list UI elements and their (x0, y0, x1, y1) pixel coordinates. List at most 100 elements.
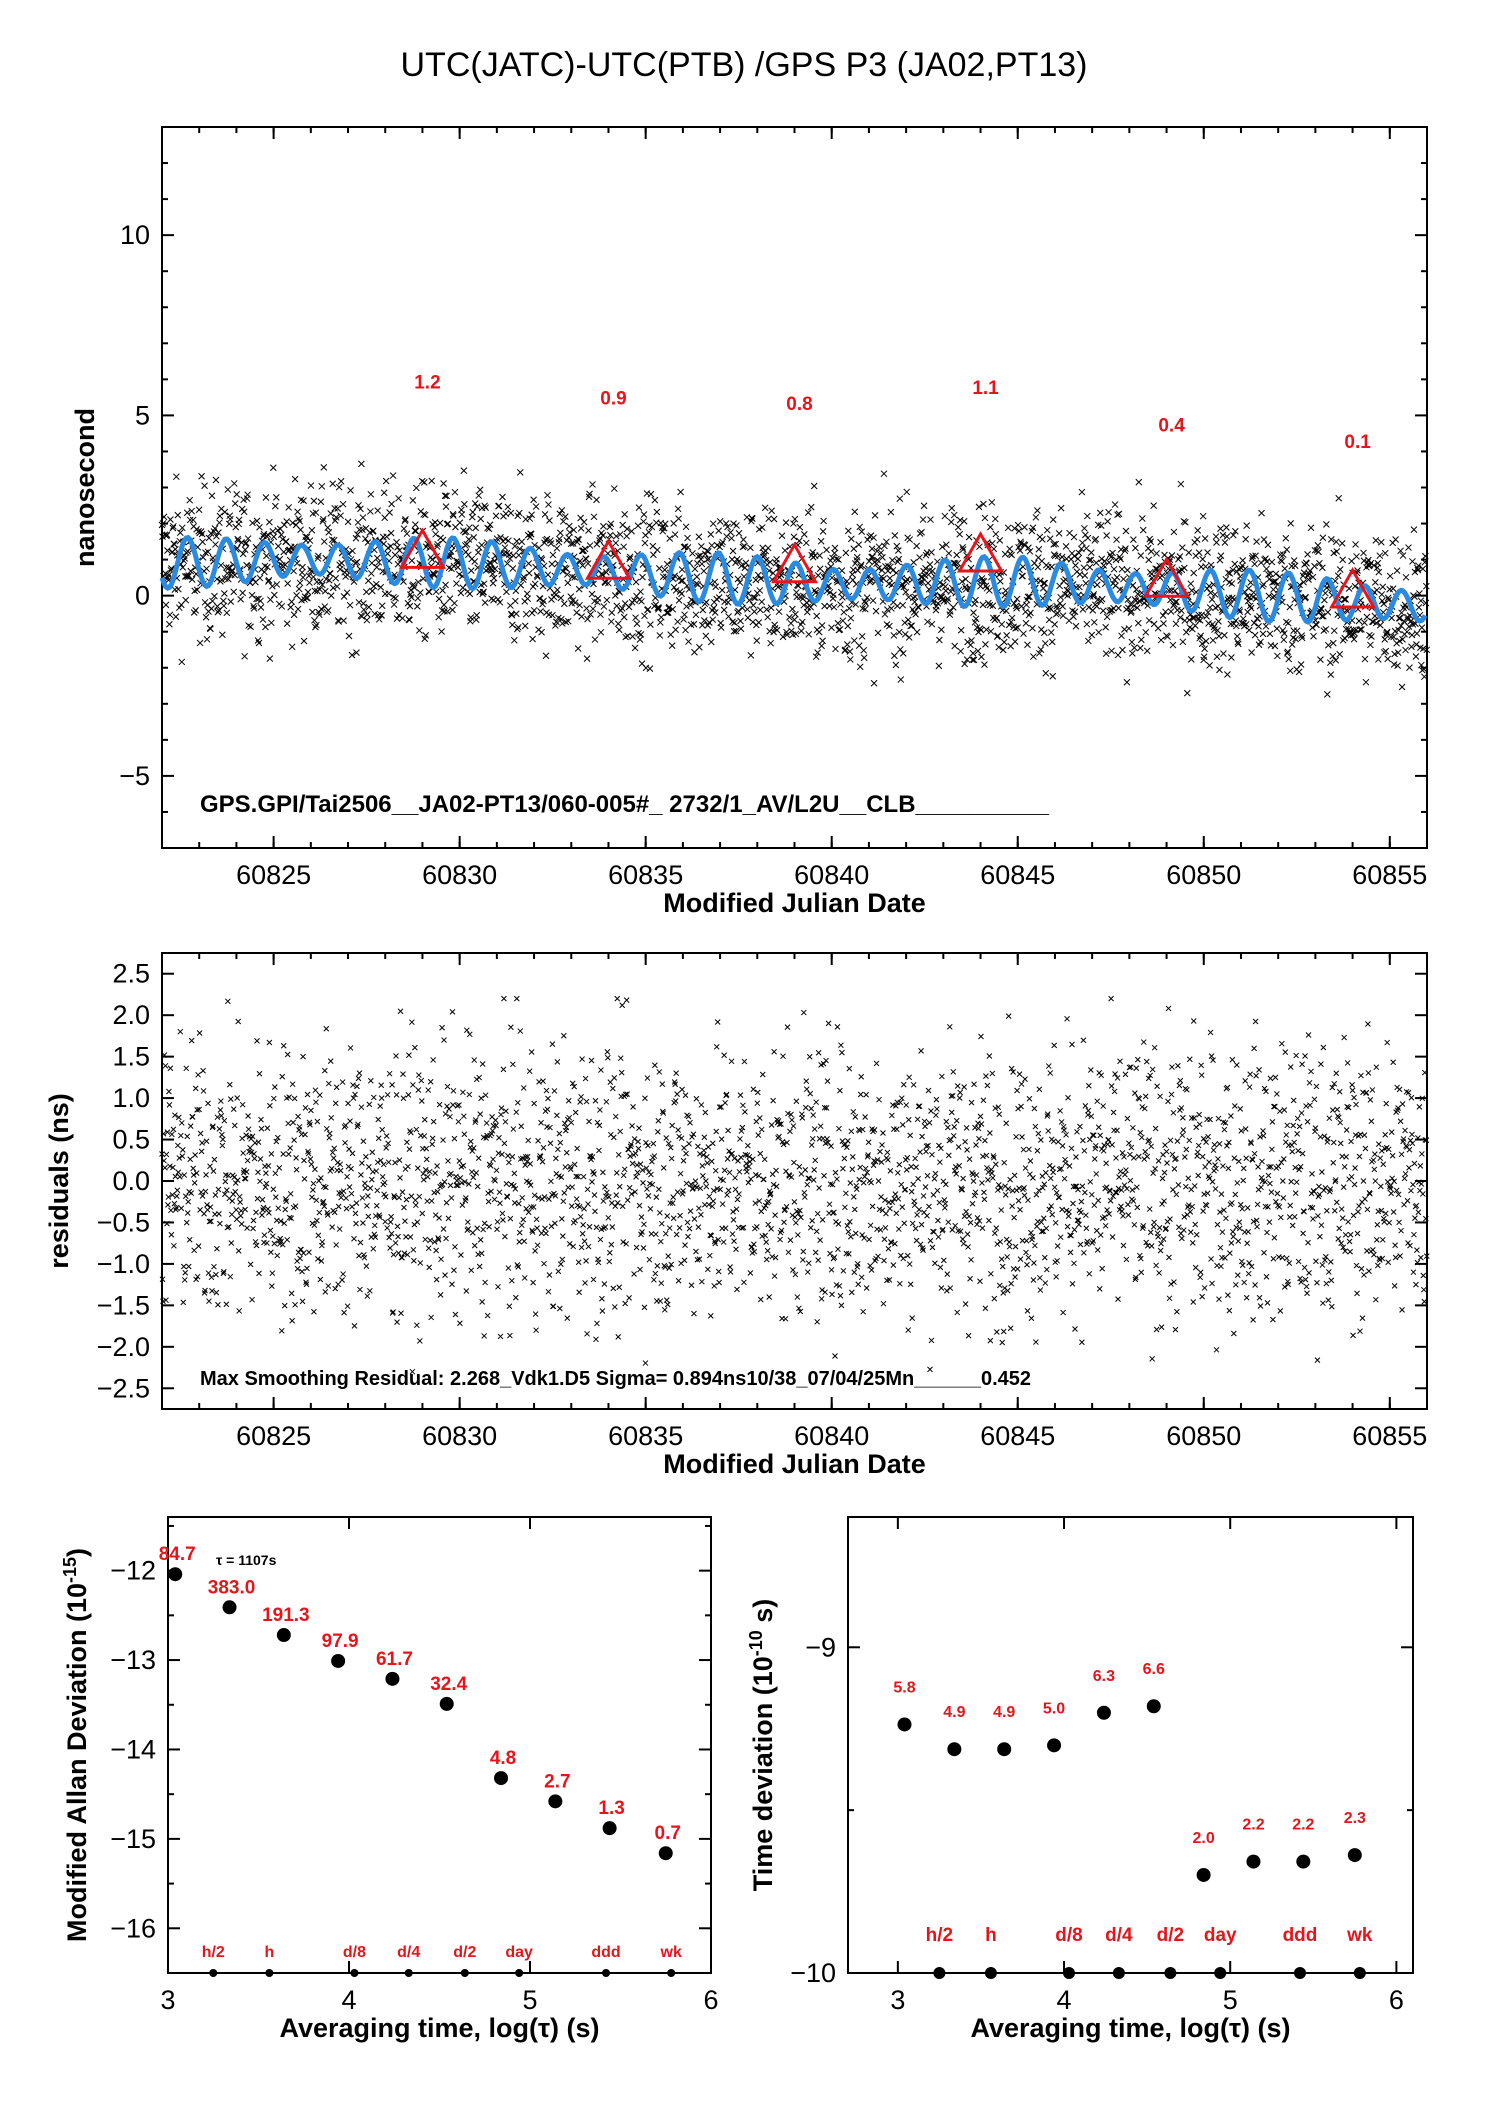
data-point (190, 1172, 197, 1178)
data-point (868, 545, 876, 553)
data-point (346, 1184, 353, 1190)
data-point (232, 1180, 239, 1186)
data-point (722, 1225, 729, 1231)
data-point (762, 1202, 769, 1209)
data-point (1097, 522, 1105, 529)
data-point (721, 1052, 727, 1059)
data-point (1177, 1077, 1184, 1084)
data-point (178, 1120, 185, 1126)
plot-frame (161, 952, 1428, 1410)
data-point (315, 1255, 321, 1262)
data-point (797, 1308, 804, 1315)
data-point (223, 569, 231, 577)
data-point (1017, 1256, 1024, 1263)
data-point (1004, 1254, 1011, 1260)
data-point (780, 1053, 786, 1060)
data-point (280, 548, 288, 556)
data-point (1200, 1208, 1206, 1214)
data-point (370, 1094, 377, 1101)
data-point (420, 479, 428, 486)
data-point (1292, 635, 1300, 643)
data-point (1351, 629, 1358, 637)
data-point (968, 637, 975, 644)
data-point (737, 1136, 743, 1142)
data-point (217, 561, 225, 569)
data-point (395, 1250, 402, 1256)
data-point (700, 1152, 707, 1158)
data-point (710, 604, 718, 612)
data-point (359, 1195, 366, 1201)
data-point (793, 1098, 800, 1105)
data-point (960, 1240, 967, 1247)
data-point (710, 1198, 717, 1205)
data-point (980, 1153, 986, 1160)
data-point (480, 580, 488, 588)
data-point (534, 1242, 541, 1249)
data-point (619, 1203, 626, 1210)
data-point (175, 604, 183, 612)
data-point (769, 1253, 775, 1260)
data-point (935, 1217, 941, 1224)
data-point (735, 607, 742, 615)
data-point (1195, 1142, 1202, 1149)
data-point (1270, 578, 1278, 586)
data-point (280, 521, 288, 529)
data-point (235, 1018, 242, 1025)
data-point (575, 536, 583, 543)
data-point (239, 1135, 246, 1142)
data-point (179, 1153, 186, 1159)
data-point (172, 545, 179, 553)
data-point (826, 602, 833, 610)
data-point (1422, 599, 1430, 607)
data-point (597, 611, 604, 618)
data-point (556, 535, 563, 543)
data-point (185, 1263, 192, 1270)
data-point (579, 562, 586, 569)
data-point (253, 1209, 259, 1216)
data-point (485, 1198, 492, 1205)
data-point (804, 603, 812, 611)
data-point (741, 542, 748, 550)
data-point (1382, 647, 1390, 655)
data-point (626, 1294, 632, 1301)
data-point (918, 528, 925, 536)
data-point (606, 1249, 613, 1256)
data-point (902, 588, 910, 596)
data-point (1031, 1105, 1038, 1112)
data-point (294, 605, 302, 613)
data-point (187, 1123, 194, 1129)
data-point (736, 557, 743, 565)
data-point (823, 1105, 830, 1111)
data-point (441, 1037, 447, 1043)
data-point (1081, 524, 1088, 532)
data-point (1124, 1185, 1130, 1192)
data-point (327, 510, 335, 517)
data-point (1087, 556, 1095, 564)
data-point (590, 1276, 597, 1283)
data-point (900, 1255, 907, 1262)
data-point (1030, 653, 1037, 660)
data-point (805, 630, 813, 638)
data-point (1207, 1029, 1214, 1036)
data-point (700, 1173, 706, 1179)
data-point (1086, 1270, 1093, 1277)
data-point (1115, 510, 1123, 518)
data-point (162, 601, 170, 609)
data-point (692, 611, 700, 619)
data-point (1137, 1255, 1144, 1262)
data-point (747, 652, 755, 659)
data-point (205, 1270, 212, 1276)
data-point (761, 504, 769, 512)
data-point (820, 517, 827, 525)
data-point (582, 555, 590, 563)
data-point (1029, 624, 1036, 632)
data-point (240, 508, 248, 516)
data-point (1134, 1204, 1141, 1211)
data-point (829, 554, 836, 562)
data-point (495, 502, 503, 510)
data-point (1049, 1211, 1056, 1218)
data-point (852, 1230, 859, 1237)
data-point (516, 468, 524, 476)
data-point (1076, 571, 1084, 578)
data-point (1131, 544, 1139, 552)
